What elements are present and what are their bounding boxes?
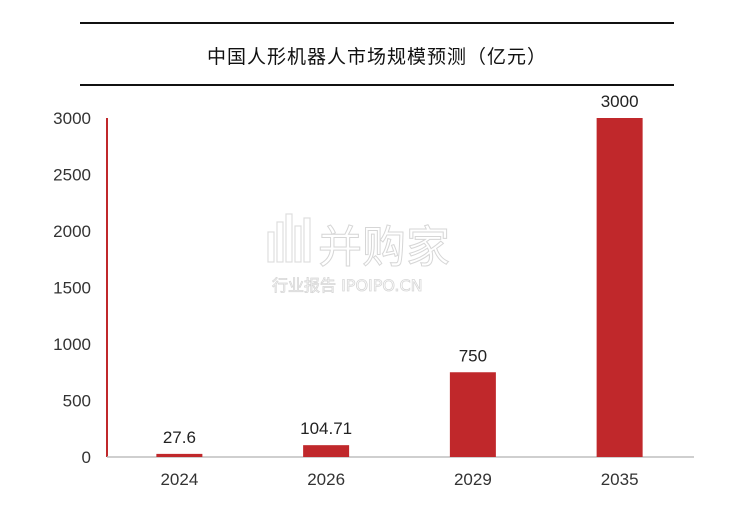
title-rule-bottom <box>80 84 674 86</box>
data-label: 750 <box>459 346 487 365</box>
x-tick-label: 2035 <box>601 470 639 489</box>
chart-labels: 27.6 2024 104.71 2026 750 2029 3000 2035 <box>160 92 638 489</box>
y-tick-label: 3000 <box>53 109 91 128</box>
y-tick-label: 2000 <box>53 222 91 241</box>
x-tick-label: 2024 <box>160 470 198 489</box>
watermark-brand: 并购家 <box>318 222 450 273</box>
data-label: 3000 <box>601 92 639 111</box>
chart-bars <box>156 118 643 457</box>
y-tick-label: 1000 <box>53 335 91 354</box>
y-tick-label: 500 <box>63 392 91 411</box>
title-rule-top <box>80 22 674 24</box>
y-tick-label: 2500 <box>53 166 91 185</box>
data-label: 27.6 <box>163 428 196 447</box>
chart-title: 中国人形机器人市场规模预测（亿元） <box>206 46 547 68</box>
y-tick-label: 1500 <box>53 279 91 298</box>
bar <box>596 118 643 457</box>
data-label: 104.71 <box>300 419 352 438</box>
chart-axes: 0 500 1000 1500 2000 2500 3000 <box>53 109 694 467</box>
bar <box>156 453 203 457</box>
y-tick-label: 0 <box>82 448 91 467</box>
watermark-tagline: 行业报告 IPOIPO.CN <box>272 276 423 295</box>
x-tick-label: 2026 <box>307 470 345 489</box>
x-tick-label: 2029 <box>454 470 492 489</box>
watermark-logo-icon <box>267 213 311 263</box>
watermark: 并购家 行业报告 IPOIPO.CN <box>267 213 451 295</box>
bar <box>449 372 496 457</box>
bar <box>303 445 350 457</box>
